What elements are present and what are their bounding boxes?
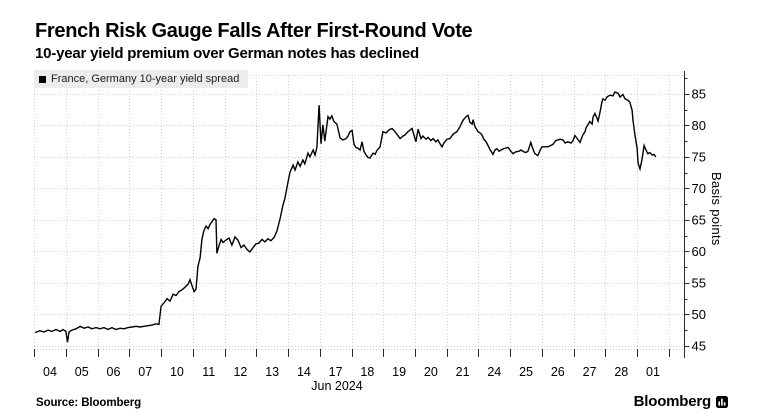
svg-text:28: 28	[614, 365, 628, 379]
bloomberg-logo: Bloomberg	[634, 393, 728, 410]
svg-text:24: 24	[487, 365, 501, 379]
svg-text:26: 26	[551, 365, 565, 379]
svg-text:70: 70	[692, 181, 706, 196]
svg-text:60: 60	[692, 244, 706, 259]
svg-text:45: 45	[692, 338, 706, 353]
svg-text:14: 14	[297, 365, 311, 379]
chart-title: French Risk Gauge Falls After First-Roun…	[35, 20, 473, 42]
svg-text:85: 85	[692, 86, 706, 101]
x-tick-labels: 04 05 06 07 10 11 12 13 14 17 18 19 20 21 24 25 26 27 28 01	[43, 365, 660, 379]
svg-text:80: 80	[692, 118, 706, 133]
svg-text:19: 19	[392, 365, 406, 379]
legend: France, Germany 10-year yield spread	[34, 70, 249, 88]
svg-text:07: 07	[138, 365, 152, 379]
svg-text:12: 12	[233, 365, 247, 379]
svg-text:13: 13	[265, 365, 279, 379]
svg-text:20: 20	[424, 365, 438, 379]
svg-text:10: 10	[170, 365, 184, 379]
svg-text:75: 75	[692, 149, 706, 164]
svg-text:27: 27	[583, 365, 597, 379]
legend-label: France, Germany 10-year yield spread	[51, 73, 240, 85]
spread-series-line	[34, 91, 657, 343]
legend-swatch-icon	[39, 75, 46, 83]
svg-text:11: 11	[202, 365, 215, 379]
svg-text:55: 55	[692, 275, 706, 290]
x-axis-ticks	[34, 349, 670, 357]
bloomberg-terminal-icon	[716, 395, 728, 408]
source-text: Source: Bloomberg	[36, 397, 142, 409]
svg-text:25: 25	[519, 365, 533, 379]
y-tick-labels: 45 50 55 60 65 70 75 80 85	[692, 86, 706, 353]
gridlines	[34, 75, 685, 350]
svg-text:18: 18	[360, 365, 374, 379]
y-axis-title: Basis points	[709, 172, 724, 246]
svg-text:05: 05	[75, 365, 89, 379]
svg-text:01: 01	[646, 365, 660, 379]
x-axis-title: Jun 2024	[311, 379, 363, 393]
svg-text:17: 17	[329, 365, 343, 379]
svg-text:21: 21	[456, 365, 470, 379]
svg-text:06: 06	[107, 365, 121, 379]
svg-text:04: 04	[43, 365, 57, 379]
chart-subtitle: 10-year yield premium over German notes …	[35, 45, 419, 62]
bloomberg-wordmark: Bloomberg	[633, 393, 712, 410]
y-axis	[684, 71, 690, 358]
svg-text:65: 65	[692, 212, 706, 227]
svg-text:50: 50	[692, 307, 706, 322]
